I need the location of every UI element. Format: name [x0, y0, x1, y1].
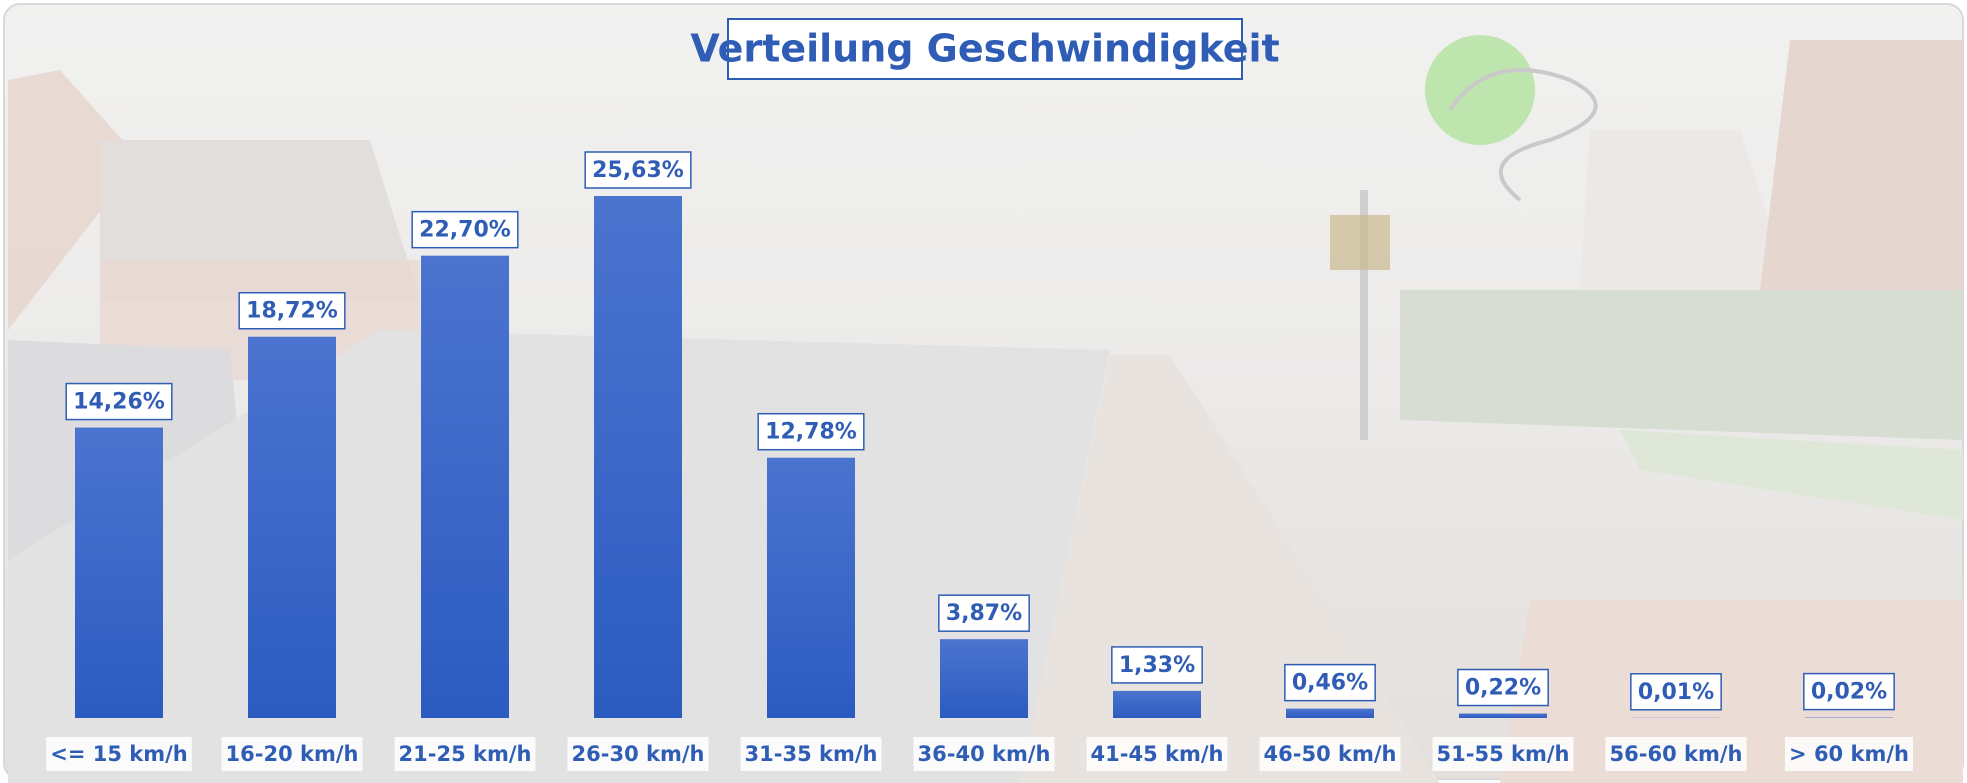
value-label: 25,63% [592, 158, 684, 183]
value-label: 0,22% [1465, 676, 1541, 701]
value-label: 3,87% [946, 601, 1022, 626]
bar [421, 256, 509, 718]
x-tick-label: 21-25 km/h [399, 742, 532, 766]
x-tick-label: <= 15 km/h [50, 742, 188, 766]
value-label: 0,46% [1292, 671, 1368, 696]
bar [1286, 709, 1374, 718]
value-label: 14,26% [73, 390, 165, 415]
x-tick-label: > 60 km/h [1789, 742, 1909, 766]
bar [767, 458, 855, 718]
value-label: 22,70% [419, 218, 511, 243]
x-tick-label: 51-55 km/h [1437, 742, 1570, 766]
bar [248, 337, 336, 718]
value-label: 0,02% [1811, 680, 1887, 705]
x-tick-label: 46-50 km/h [1264, 742, 1397, 766]
bar [1113, 691, 1201, 718]
x-tick-label: 31-35 km/h [745, 742, 878, 766]
chart: Verteilung Geschwindigkeit 14,26% <= 15 k… [0, 0, 1967, 783]
x-tick-label: 16-20 km/h [226, 742, 359, 766]
x-tick-label: 26-30 km/h [572, 742, 705, 766]
value-label: 0,01% [1638, 680, 1714, 705]
bar [940, 639, 1028, 718]
x-tick-label: 41-45 km/h [1091, 742, 1224, 766]
value-label: 18,72% [246, 299, 338, 324]
chart-title: Verteilung Geschwindigkeit [690, 27, 1279, 71]
value-label: 12,78% [765, 420, 857, 445]
bar [75, 428, 163, 718]
x-tick-label: 36-40 km/h [918, 742, 1051, 766]
x-tick-label: 56-60 km/h [1610, 742, 1743, 766]
value-label: 1,33% [1119, 653, 1195, 678]
bar [1459, 714, 1547, 718]
bar [594, 196, 682, 718]
page: {"chart_data": {"type": "bar", "title": … [0, 0, 1967, 783]
